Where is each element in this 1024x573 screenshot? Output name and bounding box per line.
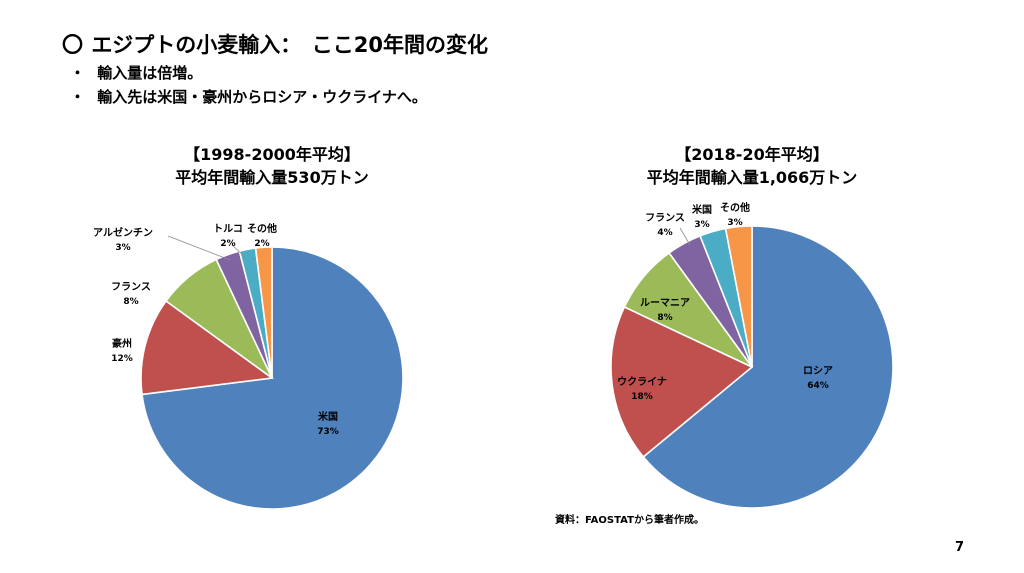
page-number: 7 [955, 540, 965, 555]
slice-label: その他 [720, 201, 750, 214]
slice-percent: 73% [317, 427, 339, 437]
slice-percent: 4% [657, 228, 672, 238]
chart-1-title: 【1998-2000年平均】 [184, 145, 360, 164]
slice-label: 豪州 [112, 337, 132, 350]
chart-1-header: 【1998-2000年平均】 平均年間輸入量530万トン [142, 143, 402, 189]
slice-label: ウクライナ [617, 376, 667, 388]
slice-percent: 3% [115, 243, 130, 253]
pie-slice [642, 225, 894, 509]
pie-slice [610, 305, 754, 459]
slice-label: フランス [645, 212, 685, 224]
pie-slice [724, 225, 753, 368]
leader-line [231, 244, 246, 258]
slice-label: トルコ [213, 223, 243, 235]
circle-mark-icon: 〇 [62, 33, 83, 57]
bullet-text: 輸入先は米国・豪州からロシア・ウクライナへ。 [97, 88, 427, 106]
slice-label: ルーマニア [640, 297, 690, 309]
chart-1-subtitle: 平均年間輸入量530万トン [175, 168, 369, 187]
bullet-item: ・ 輸入先は米国・豪州からロシア・ウクライナへ。 [70, 86, 427, 107]
slice-percent: 2% [220, 239, 235, 249]
slice-percent: 8% [123, 297, 138, 307]
slide-title-text: エジプトの小麦輸入： ここ20年間の変化 [91, 33, 489, 57]
slice-percent: 2% [254, 239, 269, 249]
slice-label: 米国 [692, 203, 712, 216]
slice-percent: 18% [631, 392, 653, 402]
slice-percent: 8% [657, 313, 672, 323]
bullet-item: ・ 輸入量は倍増。 [70, 62, 202, 83]
slice-percent: 12% [111, 354, 133, 364]
slice-percent: 3% [694, 220, 709, 230]
slice-label: その他 [247, 222, 277, 235]
slice-label: アルゼンチン [93, 226, 153, 239]
chart-2-subtitle: 平均年間輸入量1,066万トン [646, 168, 858, 187]
slice-label: 米国 [318, 410, 338, 423]
pie-slice [254, 246, 273, 379]
slice-label: フランス [111, 281, 151, 293]
slice-percent: 64% [807, 381, 829, 391]
slice-label: ロシア [803, 365, 833, 377]
chart-2-header: 【2018-20年平均】 平均年間輸入量1,066万トン [612, 143, 892, 189]
slide-title: 〇 エジプトの小麦輸入： ここ20年間の変化 [62, 29, 488, 59]
chart-2-title: 【2018-20年平均】 [675, 145, 829, 164]
bullet-dot-icon: ・ [70, 64, 86, 82]
leader-line [679, 227, 691, 246]
bullet-dot-icon: ・ [70, 88, 86, 106]
bullet-text: 輸入量は倍増。 [97, 64, 203, 82]
leader-line [167, 235, 231, 261]
source-note: 資料：FAOSTATから筆者作成。 [555, 515, 704, 526]
slice-percent: 3% [727, 218, 742, 228]
pie-slice [140, 299, 275, 396]
